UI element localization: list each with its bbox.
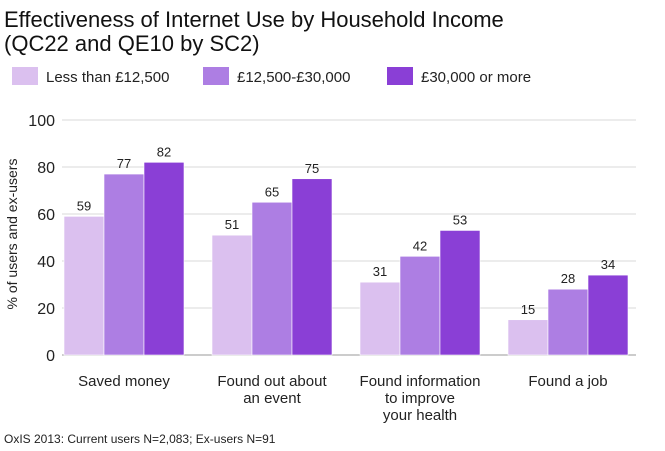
bar <box>587 274 629 356</box>
y-tick-label: 20 <box>37 301 55 318</box>
y-tick-label: 100 <box>28 113 55 130</box>
data-label: 34 <box>601 257 615 272</box>
x-tick-label: Found a job <box>528 373 607 390</box>
legend-label: £30,000 or more <box>421 69 531 86</box>
legend-label: Less than £12,500 <box>46 69 169 86</box>
bar <box>507 319 549 356</box>
data-label: 82 <box>157 144 171 159</box>
bar <box>103 173 145 356</box>
data-label: 28 <box>561 271 575 286</box>
bar <box>211 234 253 356</box>
bar <box>399 255 441 356</box>
data-label: 65 <box>265 184 279 199</box>
bar <box>439 230 481 356</box>
y-tick-label: 80 <box>37 160 55 177</box>
data-label: 42 <box>413 238 427 253</box>
x-tick-label: Found information <box>360 373 481 390</box>
data-label: 31 <box>373 264 387 279</box>
legend-swatch <box>203 67 229 85</box>
y-axis: 0 20 40 60 80 100 <box>28 113 55 365</box>
y-axis-label: % of users and ex-users <box>4 159 20 310</box>
legend-swatch <box>387 67 413 85</box>
title-line-1: Effectiveness of Internet Use by Househo… <box>4 7 504 32</box>
data-label: 15 <box>521 302 535 317</box>
title-line-2: (QC22 and QE10 by SC2) <box>4 31 260 56</box>
data-label: 59 <box>77 198 91 213</box>
x-tick-label: your health <box>383 407 457 424</box>
bar <box>359 281 401 356</box>
bar <box>251 201 293 356</box>
legend-swatch <box>12 67 38 85</box>
legend-label: £12,500-£30,000 <box>237 69 350 86</box>
x-tick-label: Found out about <box>217 373 327 390</box>
x-tick-label: Saved money <box>78 373 170 390</box>
bar <box>63 216 105 356</box>
y-tick-label: 0 <box>46 348 55 365</box>
data-label: 51 <box>225 217 239 232</box>
x-tick-label: an event <box>243 390 301 407</box>
x-tick-label: to improve <box>385 390 455 407</box>
bar <box>547 288 589 356</box>
bar <box>143 162 185 356</box>
data-label: 53 <box>453 212 467 227</box>
chart-title: Effectiveness of Internet Use by Househo… <box>4 7 504 56</box>
y-tick-label: 40 <box>37 254 55 271</box>
legend: Less than £12,500 £12,500-£30,000 £30,000 … <box>12 67 531 86</box>
y-tick-label: 60 <box>37 207 55 224</box>
bar <box>291 178 333 356</box>
data-label: 77 <box>117 156 131 171</box>
data-label: 75 <box>305 161 319 176</box>
footnote: OxIS 2013: Current users N=2,083; Ex-use… <box>4 432 276 446</box>
bars: 59 77 82 51 65 75 31 42 53 15 28 34 <box>63 144 629 356</box>
